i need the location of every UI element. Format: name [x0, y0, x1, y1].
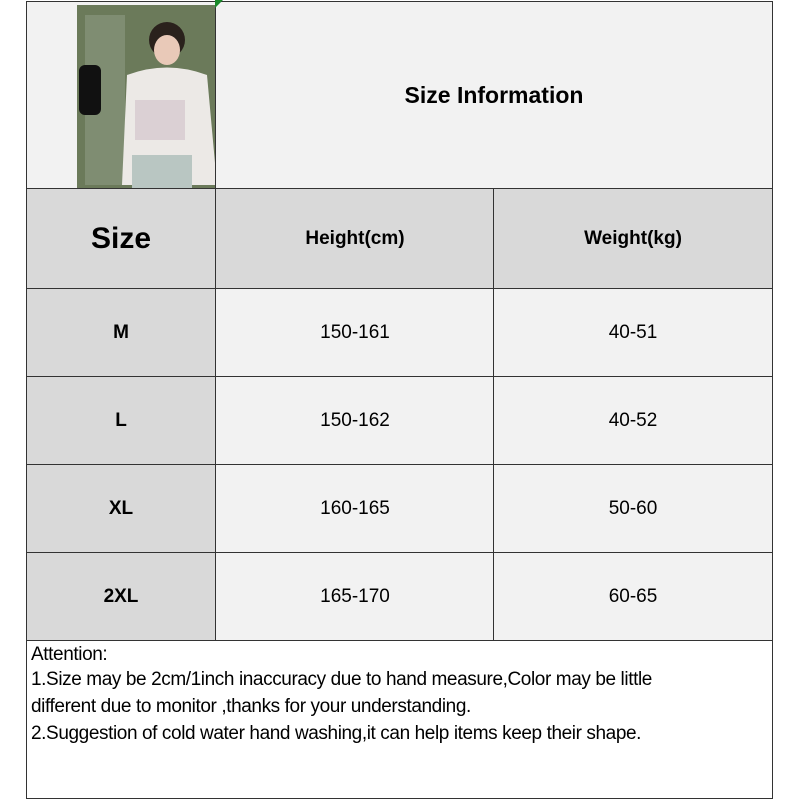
product-photo	[77, 5, 219, 189]
page-title: Size Information	[215, 1, 773, 190]
height-cell: 165-170	[215, 552, 495, 641]
note-1: 1.Size may be 2cm/1inch inaccuracy due t…	[31, 669, 652, 690]
height-cell: 150-161	[215, 288, 495, 377]
size-cell: XL	[26, 464, 216, 553]
weight-cell: 50-60	[493, 464, 773, 553]
header-size: Size	[26, 188, 216, 289]
attention-heading: Attention:	[31, 644, 108, 665]
header-height: Height(cm)	[215, 188, 495, 289]
note-1-continued: different due to monitor ,thanks for you…	[31, 696, 471, 717]
height-cell: 150-162	[215, 376, 495, 465]
header-weight: Weight(kg)	[493, 188, 773, 289]
weight-cell: 60-65	[493, 552, 773, 641]
size-cell: M	[26, 288, 216, 377]
cell-marker-icon	[215, 0, 223, 8]
weight-cell: 40-51	[493, 288, 773, 377]
note-2: 2.Suggestion of cold water hand washing,…	[31, 723, 642, 744]
product-image-cell	[26, 1, 219, 190]
size-cell: L	[26, 376, 216, 465]
size-cell: 2XL	[26, 552, 216, 641]
weight-cell: 40-52	[493, 376, 773, 465]
height-cell: 160-165	[215, 464, 495, 553]
attention-notes: Attention: 1.Size may be 2cm/1inch inacc…	[26, 640, 773, 799]
